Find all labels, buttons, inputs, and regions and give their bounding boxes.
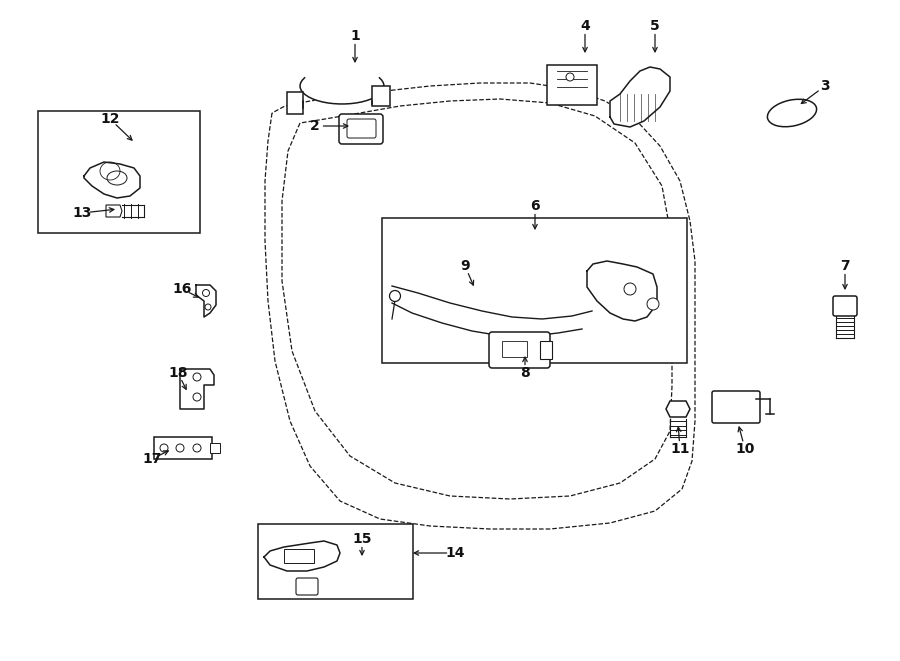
Bar xyxy=(372,86,390,106)
Circle shape xyxy=(193,444,201,452)
Circle shape xyxy=(193,373,201,381)
Polygon shape xyxy=(610,67,670,127)
Bar xyxy=(38,111,200,233)
Text: 16: 16 xyxy=(172,282,192,296)
Text: 3: 3 xyxy=(820,79,830,93)
Polygon shape xyxy=(84,162,140,198)
Text: 6: 6 xyxy=(530,199,540,213)
Text: 4: 4 xyxy=(580,19,590,33)
Polygon shape xyxy=(666,401,690,417)
Ellipse shape xyxy=(107,171,127,185)
Circle shape xyxy=(193,393,201,401)
Text: 12: 12 xyxy=(100,112,120,126)
Polygon shape xyxy=(106,205,122,217)
Text: 2: 2 xyxy=(310,119,320,133)
Bar xyxy=(382,218,687,363)
Text: 5: 5 xyxy=(650,19,660,33)
Polygon shape xyxy=(196,285,216,317)
Bar xyxy=(210,443,220,453)
Text: 8: 8 xyxy=(520,366,530,380)
Bar xyxy=(258,524,413,599)
Text: 11: 11 xyxy=(670,442,689,456)
Circle shape xyxy=(202,290,210,297)
Bar xyxy=(154,437,212,459)
FancyBboxPatch shape xyxy=(339,114,383,144)
Text: 10: 10 xyxy=(735,442,755,456)
Text: 1: 1 xyxy=(350,29,360,43)
Polygon shape xyxy=(587,261,657,321)
FancyBboxPatch shape xyxy=(347,119,376,138)
Circle shape xyxy=(624,283,636,295)
Circle shape xyxy=(160,444,168,452)
Polygon shape xyxy=(180,369,214,409)
Text: 17: 17 xyxy=(142,452,162,466)
Text: 15: 15 xyxy=(352,532,372,546)
Circle shape xyxy=(390,290,400,301)
Text: 7: 7 xyxy=(841,259,850,273)
Bar xyxy=(287,92,303,114)
Bar xyxy=(284,549,314,563)
Bar xyxy=(502,341,527,357)
FancyBboxPatch shape xyxy=(833,296,857,316)
Text: 9: 9 xyxy=(460,259,470,273)
Circle shape xyxy=(205,304,211,310)
Circle shape xyxy=(647,298,659,310)
Circle shape xyxy=(176,444,184,452)
FancyBboxPatch shape xyxy=(296,578,318,595)
Text: 14: 14 xyxy=(446,546,464,560)
Circle shape xyxy=(566,73,574,81)
FancyBboxPatch shape xyxy=(712,391,760,423)
FancyBboxPatch shape xyxy=(489,332,550,368)
Text: 18: 18 xyxy=(168,366,188,380)
Ellipse shape xyxy=(768,99,816,127)
Bar xyxy=(540,341,552,359)
Text: 13: 13 xyxy=(72,206,92,220)
Polygon shape xyxy=(300,78,384,104)
Bar xyxy=(547,65,597,105)
Polygon shape xyxy=(264,541,340,571)
